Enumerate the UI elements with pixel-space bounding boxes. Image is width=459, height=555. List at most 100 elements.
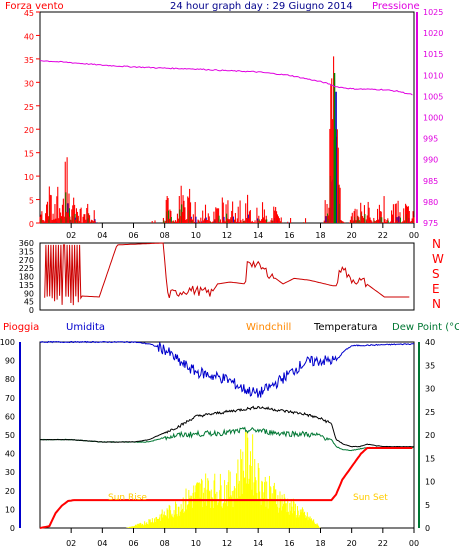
- temperature-tick-label: 25: [425, 408, 435, 417]
- pressure-tick-label: 1020: [423, 29, 443, 38]
- pressure-tick-label: 1005: [423, 92, 443, 101]
- legend-temperatura: Temperatura: [313, 322, 378, 333]
- compass-label: W: [432, 252, 444, 266]
- direction-line: [44, 242, 410, 306]
- sunrise-annotation: Sun Rise: [108, 493, 147, 503]
- pressure-tick-label: 975: [423, 219, 438, 228]
- legend-dewpoint: Dew Point (°C: [392, 322, 459, 333]
- pressure-tick-label: 995: [423, 135, 438, 144]
- wind-tick-label: 25: [24, 103, 34, 112]
- wind-tick-label: 10: [24, 173, 34, 182]
- wind-tick-label: 20: [24, 126, 34, 135]
- chart-title: 24 hour graph day : 29 Giugno 2014: [170, 1, 353, 12]
- humidity-tick-label: 30: [5, 468, 15, 477]
- wind-tick-label: 5: [29, 197, 34, 206]
- hour-tick-label: 14: [253, 539, 263, 548]
- compass-label: N: [432, 237, 441, 251]
- humidity-tick-label: 50: [5, 431, 15, 440]
- compass-label: E: [432, 282, 440, 296]
- wind-tick-label: 40: [24, 32, 34, 41]
- hour-tick-label: 16: [284, 231, 294, 240]
- hour-tick-label: 18: [315, 231, 325, 240]
- hour-tick-label: 08: [160, 231, 170, 240]
- hour-tick-label: 02: [66, 231, 76, 240]
- hour-tick-label: 12: [222, 539, 232, 548]
- hour-tick-label: 02: [66, 539, 76, 548]
- hour-tick-label: 06: [128, 231, 138, 240]
- temperature-tick-label: 20: [425, 431, 435, 440]
- sunset-annotation: Sun Set: [353, 493, 388, 503]
- humidity-tick-label: 80: [5, 375, 15, 384]
- hour-tick-label: 04: [97, 539, 107, 548]
- compass-label: N: [432, 297, 441, 311]
- humidity-line: [39, 340, 414, 398]
- hour-tick-label: 20: [347, 231, 357, 240]
- hour-tick-label: 10: [191, 539, 201, 548]
- temperature-tick-label: 35: [425, 361, 435, 370]
- pressure-tick-label: 1000: [423, 114, 443, 123]
- pressure-tick-label: 1010: [423, 71, 443, 80]
- humidity-tick-label: 100: [0, 338, 15, 347]
- legend-windchill: Windchill: [246, 322, 291, 333]
- wind-plot-frame: [39, 11, 415, 224]
- pressure-tick-label: 1025: [423, 8, 443, 17]
- direction-tick-label: 180: [19, 273, 34, 282]
- direction-tick-label: 315: [19, 247, 34, 256]
- hour-tick-label: 22: [378, 231, 388, 240]
- humidity-tick-label: 90: [5, 357, 15, 366]
- temperature-tick-label: 15: [425, 454, 435, 463]
- hour-tick-label: 08: [160, 539, 170, 548]
- pressure-line: [40, 60, 413, 96]
- legend-umidita: Umidita: [66, 322, 105, 333]
- wind-tick-label: 45: [24, 9, 34, 18]
- wind-tick-label: 0: [29, 220, 34, 229]
- hour-tick-label: 04: [97, 231, 107, 240]
- humidity-tick-label: 20: [5, 487, 15, 496]
- direction-tick-label: 45: [24, 298, 34, 307]
- humidity-tick-label: 40: [5, 450, 15, 459]
- hour-tick-label: 16: [284, 539, 294, 548]
- direction-tick-label: 135: [19, 281, 34, 290]
- temperature-tick-label: 5: [425, 501, 430, 510]
- hour-tick-label: 10: [191, 231, 201, 240]
- temperature-line: [39, 405, 415, 448]
- direction-plot-frame: [39, 242, 415, 311]
- hour-tick-label: 20: [347, 539, 357, 548]
- pressure-tick-label: 980: [423, 198, 438, 207]
- pressure-tick-label: 1015: [423, 50, 443, 59]
- humidity-tick-label: 60: [5, 412, 15, 421]
- pressure-tick-label: 985: [423, 177, 438, 186]
- temperature-tick-label: 40: [425, 338, 435, 347]
- hour-tick-label: 06: [128, 539, 138, 548]
- direction-tick-label: 90: [24, 289, 34, 298]
- wind-tick-label: 35: [24, 56, 34, 65]
- humidity-tick-label: 10: [5, 505, 15, 514]
- direction-tick-label: 0: [29, 306, 34, 315]
- wind-pressure-chart: Forza vento 24 hour graph day : 29 Giugn…: [5, 1, 443, 240]
- compass-label: S: [432, 267, 440, 281]
- rain-line: [39, 447, 413, 529]
- hour-tick-label: 00: [409, 539, 419, 548]
- wind-axis-label: Forza vento: [5, 1, 64, 12]
- direction-tick-label: 225: [19, 264, 34, 273]
- direction-tick-label: 270: [19, 256, 34, 265]
- humidity-tick-label: 70: [5, 394, 15, 403]
- wind-tick-label: 30: [24, 79, 34, 88]
- temperature-humidity-chart: Pioggia Umidita Windchill Temperatura De…: [0, 322, 459, 548]
- hour-tick-label: 22: [378, 539, 388, 548]
- temperature-tick-label: 30: [425, 385, 435, 394]
- hour-tick-label: 12: [222, 231, 232, 240]
- pressure-axis-label: Pressione: [372, 1, 420, 12]
- hour-tick-label: 00: [409, 231, 419, 240]
- hour-tick-label: 18: [315, 539, 325, 548]
- temperature-tick-label: 10: [425, 478, 435, 487]
- temperature-tick-label: 0: [425, 524, 430, 533]
- direction-tick-label: 360: [19, 239, 34, 248]
- hour-tick-label: 14: [253, 231, 263, 240]
- wind-tick-label: 15: [24, 150, 34, 159]
- pressure-tick-label: 990: [423, 156, 438, 165]
- humidity-tick-label: 0: [10, 524, 15, 533]
